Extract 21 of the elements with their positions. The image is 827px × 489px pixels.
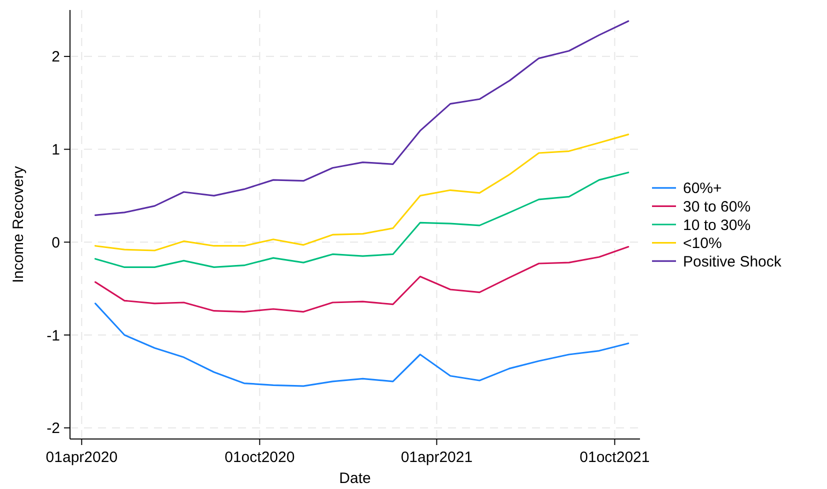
line-series: [94, 246, 630, 313]
x-axis-title: Date: [339, 470, 371, 487]
legend-label: 60%+: [683, 180, 722, 198]
legend-label: 10 to 30%: [683, 216, 751, 234]
x-tick-label: 01oct2020: [224, 449, 295, 466]
y-tick-label: -1: [46, 327, 60, 344]
line-series: [94, 20, 630, 216]
y-tick-label: 1: [52, 142, 60, 159]
y-tick-label: -2: [46, 420, 60, 438]
x-tick-label: 01apr2020: [46, 449, 118, 466]
legend-label: Positive Shock: [683, 253, 782, 270]
legend-label: <10%: [683, 235, 722, 252]
y-tick-label: 0: [52, 234, 60, 252]
x-tick-label: 01oct2021: [580, 449, 650, 466]
legend-label: 30 to 60%: [683, 198, 751, 216]
y-tick-label: 2: [52, 48, 60, 66]
y-axis-title: Income Recovery: [10, 166, 27, 283]
x-tick-label: 01apr2021: [400, 449, 473, 466]
line-series: [94, 172, 630, 268]
line-series: [94, 302, 630, 387]
line-series: [94, 134, 630, 252]
